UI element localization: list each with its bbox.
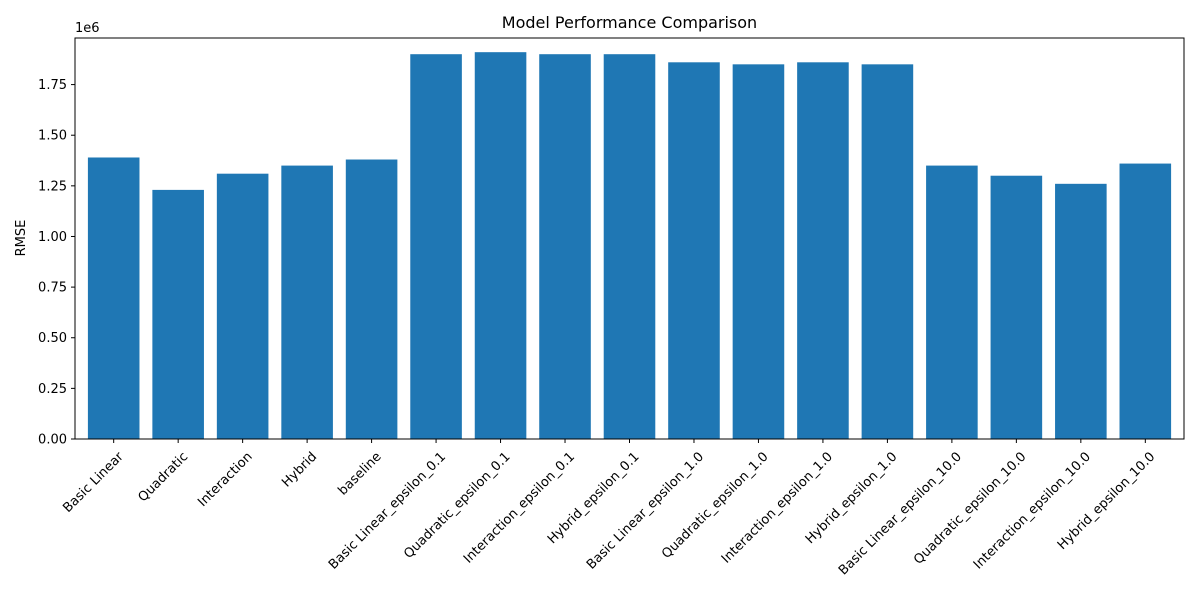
bar-7 [539,54,591,439]
y-tick-label: 1.50 [38,129,67,144]
y-tick-label: 0.25 [38,382,67,397]
bars-group [87,52,1172,440]
plot-frame [74,37,1185,440]
x-tick-label: Interaction [195,449,255,509]
y-axis-scale-label: 1e6 [75,21,100,36]
bar-12 [861,64,914,439]
x-tick-label: Basic Linear [60,449,127,516]
y-tick-label: 1.75 [38,78,67,93]
x-tick-label: Hybrid [279,449,320,490]
x-tick-label: Interaction_epsilon_1.0 [719,449,836,566]
bar-3 [281,165,333,439]
x-tick-label: Quadratic [135,449,191,505]
bar-4 [345,159,398,439]
bar-5 [410,54,462,439]
bar-0 [87,157,140,440]
bar-1 [152,189,204,439]
x-tick-label: Basic Linear_epsilon_0.1 [326,449,449,572]
x-tick-label: Basic Linear_epsilon_10.0 [836,449,965,578]
x-tick-label: Quadratic_epsilon_0.1 [401,449,513,561]
x-tick-label: Quadratic_epsilon_1.0 [659,449,771,561]
bar-15 [1055,183,1107,439]
x-tick-label: Basic Linear_epsilon_1.0 [584,449,707,572]
x-tick-label: baseline [336,449,385,498]
bar-9 [668,62,720,440]
y-axis-label: RMSE [14,220,29,257]
y-tick-label: 0.00 [38,433,67,448]
y-axis-ticks: 0.00 0.25 0.50 0.75 1.00 1.25 1.50 1.75 [38,78,75,448]
y-tick-label: 0.75 [38,281,67,296]
bar-2 [216,173,269,439]
bar-16 [1119,163,1172,439]
x-tick-label: Quadratic_epsilon_10.0 [911,449,1029,567]
bar-14 [990,175,1043,439]
chart-title: Model Performance Comparison [502,13,757,32]
x-tick-label: Interaction_epsilon_0.1 [461,449,578,566]
y-tick-label: 1.25 [38,179,67,194]
x-tick-label: Interaction_epsilon_10.0 [971,449,1094,572]
bar-11 [797,62,849,440]
y-tick-label: 1.00 [38,230,67,245]
y-tick-label: 0.50 [38,331,67,346]
x-axis-ticks: Basic Linear Quadratic Interaction Hybrid ba… [60,439,1158,578]
bar-10 [732,64,785,439]
bar-8 [603,54,656,439]
bar-13 [926,165,978,439]
bar-6 [474,52,527,440]
